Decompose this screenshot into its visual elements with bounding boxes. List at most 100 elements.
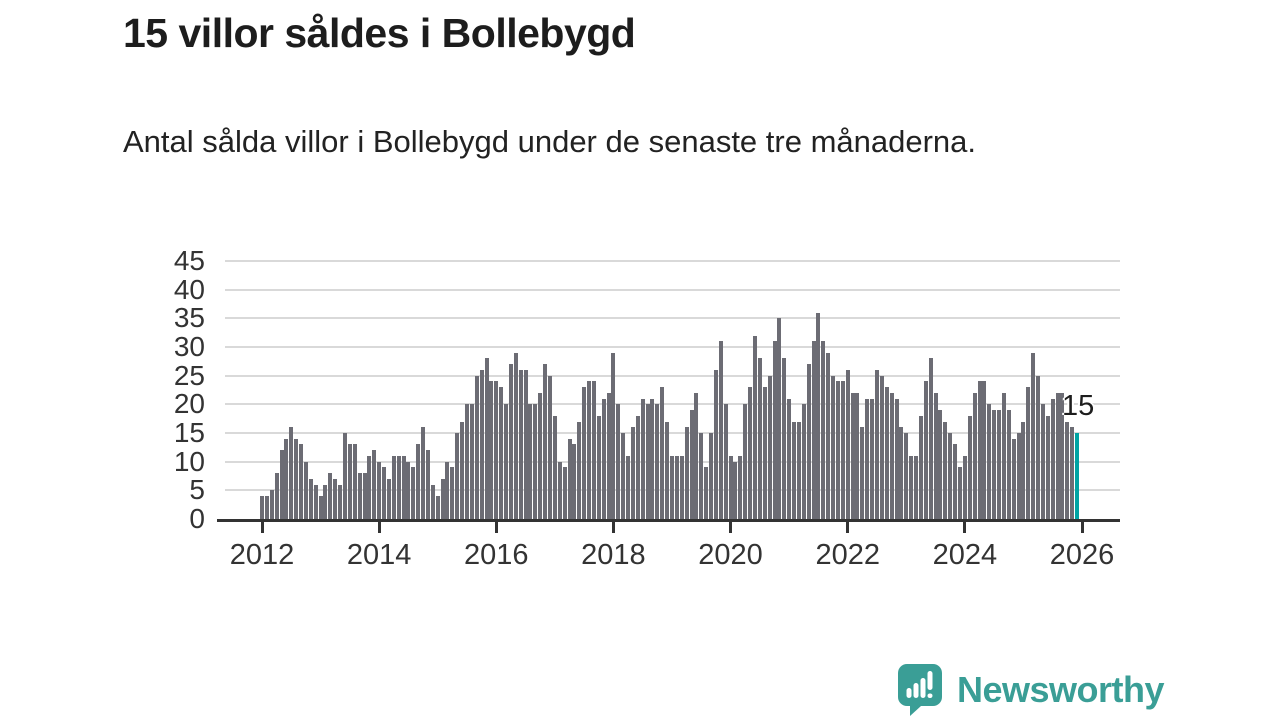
bar <box>523 369 528 519</box>
bar <box>284 438 289 519</box>
bar <box>450 467 455 519</box>
bar <box>757 358 762 519</box>
bar <box>552 415 557 519</box>
y-axis-label: 25 <box>173 359 205 391</box>
bar <box>1036 375 1041 519</box>
bar <box>489 381 494 519</box>
bar <box>587 381 592 519</box>
bar <box>347 444 352 519</box>
bar <box>982 381 987 519</box>
bar <box>494 381 499 519</box>
bar <box>289 427 294 519</box>
bar <box>342 433 347 519</box>
bar <box>430 484 435 519</box>
bar <box>1011 438 1016 519</box>
x-axis-label: 2014 <box>346 539 412 571</box>
x-axis-tick <box>377 522 381 533</box>
bar <box>435 496 440 519</box>
y-axis-label: 40 <box>173 273 205 305</box>
x-axis-tick <box>1080 522 1084 533</box>
bar <box>582 387 587 519</box>
bar <box>967 415 972 519</box>
bar <box>626 455 631 519</box>
x-axis-label: 2024 <box>932 539 998 571</box>
bar <box>401 455 406 519</box>
bar <box>835 381 840 519</box>
bar <box>606 392 611 519</box>
x-axis-label: 2022 <box>815 539 880 571</box>
bar <box>299 444 304 519</box>
bar <box>567 438 572 519</box>
bar <box>543 364 548 519</box>
bar <box>499 387 504 519</box>
bar <box>533 404 538 519</box>
bar <box>313 484 318 519</box>
bar <box>1045 415 1050 519</box>
bar <box>704 467 709 519</box>
bar <box>1001 392 1006 519</box>
bar <box>318 496 323 519</box>
bar <box>474 375 479 519</box>
bar <box>806 364 811 519</box>
y-axis-label: 45 <box>173 245 205 276</box>
bar <box>772 341 777 519</box>
bar <box>416 444 421 519</box>
bar <box>372 450 377 519</box>
bar <box>928 358 933 519</box>
bar <box>870 398 875 519</box>
bar <box>513 352 518 519</box>
bar <box>884 387 889 519</box>
bar <box>801 404 806 519</box>
bar <box>357 473 362 519</box>
bar <box>670 455 674 519</box>
bar <box>689 410 694 519</box>
bar <box>972 392 977 519</box>
bar <box>684 427 689 519</box>
bar <box>743 404 748 519</box>
x-axis-tick <box>494 522 498 533</box>
newsworthy-logo: Newsworthy <box>895 662 1165 718</box>
bar <box>894 398 899 519</box>
bar <box>528 404 533 519</box>
bar <box>445 461 450 519</box>
x-axis-tick <box>846 522 850 533</box>
bar <box>796 421 801 519</box>
bar <box>1016 433 1021 519</box>
gridline <box>225 346 1120 348</box>
bar <box>1021 421 1026 519</box>
bar <box>323 484 328 519</box>
gridline <box>225 374 1120 377</box>
bar <box>1026 387 1031 519</box>
gridline <box>225 260 1120 262</box>
bar <box>860 427 865 519</box>
bar <box>899 427 904 519</box>
bar <box>518 369 523 519</box>
bar <box>977 381 982 519</box>
bar <box>655 404 660 519</box>
bar <box>611 352 616 519</box>
bar <box>1065 421 1070 519</box>
y-axis-label: 15 <box>173 417 205 448</box>
bar <box>914 455 919 519</box>
latest-value-annotation: 15 <box>1062 390 1095 422</box>
bar <box>328 473 333 519</box>
newsworthy-logo-text: Newsworthy <box>957 669 1165 710</box>
x-axis-tick <box>260 522 264 533</box>
bar <box>547 375 552 519</box>
bar <box>557 461 562 519</box>
bar <box>1031 352 1036 519</box>
bar <box>752 335 757 519</box>
bar <box>962 455 967 519</box>
bar <box>948 433 953 519</box>
bar <box>660 387 665 519</box>
bar <box>840 381 845 519</box>
bar <box>308 478 313 519</box>
bar <box>699 433 704 519</box>
x-axis-label: 2016 <box>464 539 529 571</box>
bar <box>382 467 387 519</box>
bar <box>425 450 430 519</box>
bar <box>1070 427 1075 519</box>
bar <box>469 404 474 519</box>
bar <box>640 398 645 519</box>
